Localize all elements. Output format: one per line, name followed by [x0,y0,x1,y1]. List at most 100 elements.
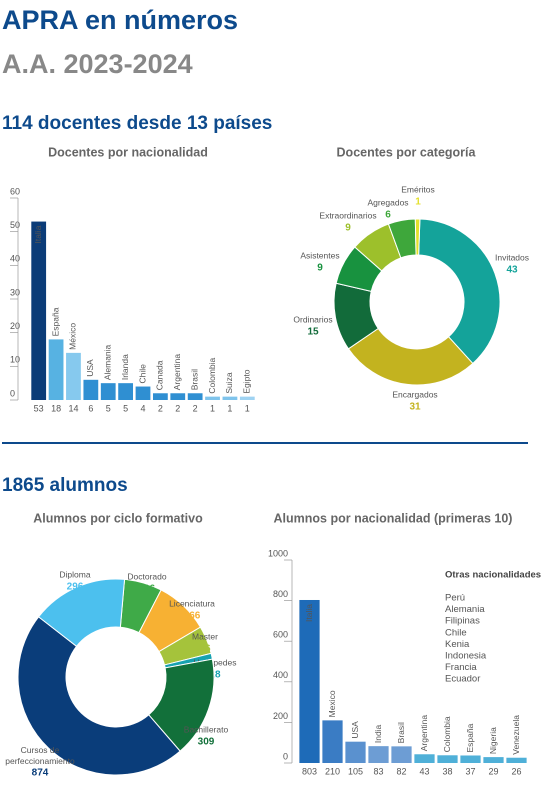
chart-title: Alumnos por ciclo formativo [33,511,203,525]
category-label: Argentina [419,715,429,752]
slice-value: 309 [198,737,215,748]
bar [205,396,220,400]
bar [118,383,134,400]
slice-value: 166 [184,611,201,622]
y-tick-label: 200 [273,711,288,721]
pie-slice [414,218,421,256]
value-label: 2 [175,403,180,413]
y-tick-label: 400 [273,670,288,680]
bar [66,352,81,400]
value-label: 210 [325,766,340,776]
chart-title: Alumnos por nacionalidad (primeras 10) [274,511,513,525]
annotation-item: Chile [445,627,467,638]
slice-label: Licenciatura [169,598,215,608]
annotation-item: Ecuador [445,674,480,685]
bar [187,393,203,400]
annotation-item: Filipinas [445,616,480,627]
annotation-item: Alemania [445,604,485,615]
slice-value: 296 [67,582,84,593]
bar [322,720,343,763]
category-label: Brasil [189,369,199,390]
category-label: Italia [33,225,43,243]
annotation-title: Otras nacionalidades [445,570,541,581]
y-tick-label: 0 [10,388,15,398]
section-title: 1865 alumnos [2,475,128,496]
bar [414,754,435,763]
value-label: 5 [106,403,111,413]
y-tick-label: 20 [10,321,20,331]
category-label: México [68,323,78,350]
value-label: 1 [210,403,215,413]
bar [437,755,458,763]
y-tick-label: 60 [10,186,20,196]
slice-value: 18 [209,670,221,681]
slice-label: Diploma [59,569,90,579]
value-label: 6 [88,403,93,413]
category-label: USA [85,359,95,377]
page-subtitle: A.A. 2023-2024 [2,49,193,79]
category-label: Argentina [172,354,182,391]
annotation-item: Perú [445,593,465,604]
bar [506,757,527,763]
bar [345,741,366,763]
slice-value: 43 [506,265,518,276]
pie-slice [17,616,181,776]
chart-title: Docentes por nacionalidad [48,145,208,159]
category-label: Suiza [224,372,234,394]
slice-label: Doctorado [127,571,166,581]
slice-value: 116 [139,584,156,595]
bar [483,757,504,763]
y-tick-label: 30 [10,287,20,297]
value-label: 5 [123,403,128,413]
bar [299,599,320,763]
value-label: 53 [34,403,44,413]
value-label: 4 [140,403,145,413]
category-label: Egipto [242,369,252,393]
category-label: India [373,724,383,743]
slice-value: 1 [415,197,421,208]
slice-value: 874 [32,768,49,779]
value-label: 18 [51,403,61,413]
category-label: Italia [304,604,314,622]
y-tick-label: 1000 [268,548,288,558]
bar [100,383,116,400]
bar [83,379,99,400]
value-label: 803 [302,766,317,776]
value-label: 26 [511,766,521,776]
y-tick-label: 600 [273,630,288,640]
y-tick-label: 10 [10,355,20,365]
slice-label: Invitados [495,252,529,262]
value-label: 105 [348,766,363,776]
slice-label: Extraordinarios [319,210,376,220]
value-label: 43 [419,766,429,776]
slice-label: Cursos de perfeccionamiento [5,745,75,766]
category-label: USA [350,721,360,739]
slice-label: Huéspedes [193,657,236,667]
bar [31,221,47,400]
category-label: Mexico [327,690,337,717]
bar [391,746,412,763]
slice-label: Agregados [367,197,408,207]
slice-label: Asistentes [300,250,339,260]
y-tick-label: 800 [273,589,288,599]
y-tick-label: 0 [283,751,288,761]
slice-label: Master [192,631,218,641]
bar [460,755,481,763]
bar [368,746,389,763]
chart-title: Docentes por categoría [337,145,477,159]
slice-value: 86 [199,644,211,655]
slice-value: 15 [307,327,319,338]
value-label: 37 [465,766,475,776]
slice-value: 31 [409,402,421,413]
value-label: 83 [373,766,383,776]
annotation-item: Francia [445,662,477,673]
category-label: Canada [155,360,165,390]
category-label: Chile [137,364,147,384]
category-label: Alemania [102,344,112,380]
pie-slice [37,578,126,648]
category-label: Colombia [442,716,452,752]
slice-label: Eméritos [401,184,435,194]
value-label: 14 [68,403,78,413]
bar [152,393,168,400]
